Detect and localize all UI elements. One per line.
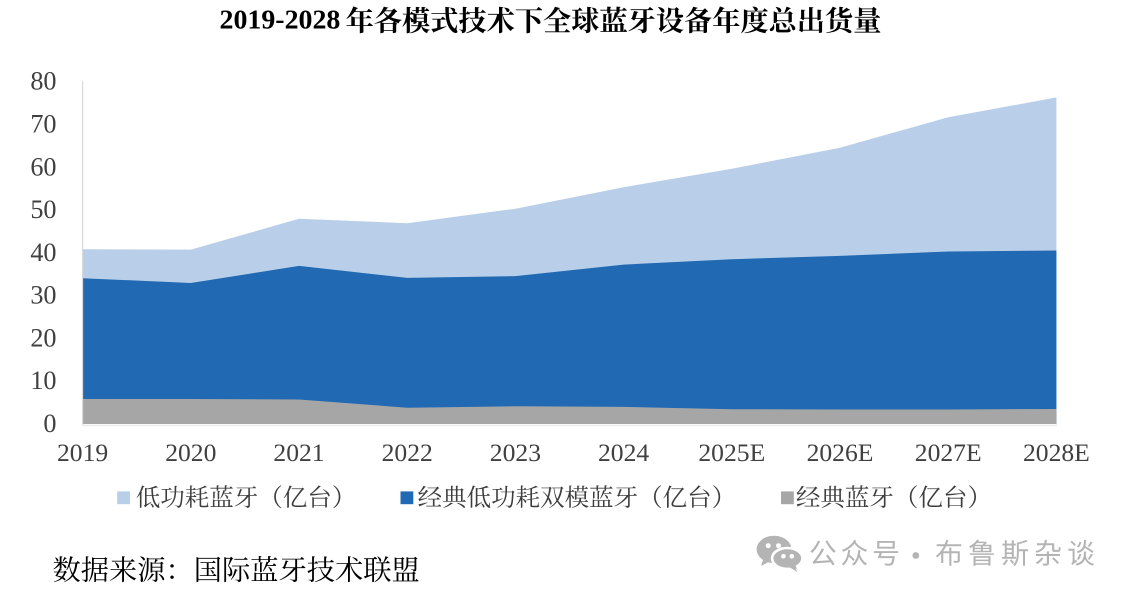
svg-text:2024: 2024 [598, 438, 649, 467]
svg-text:2019: 2019 [57, 438, 108, 467]
svg-text:0: 0 [43, 409, 56, 438]
svg-text:70: 70 [30, 110, 56, 139]
svg-text:2022: 2022 [382, 438, 433, 467]
svg-text:2019-2028: 2019-2028 [220, 5, 341, 36]
svg-text:2027E: 2027E [915, 438, 982, 467]
svg-text:10: 10 [30, 366, 56, 395]
svg-text:2023: 2023 [490, 438, 541, 467]
svg-text:2020: 2020 [165, 438, 216, 467]
svg-text:20: 20 [30, 323, 56, 352]
svg-text:60: 60 [30, 152, 56, 181]
svg-text:2026E: 2026E [807, 438, 874, 467]
svg-text:80: 80 [30, 67, 56, 96]
svg-text:2021: 2021 [273, 438, 324, 467]
svg-text:30: 30 [30, 281, 56, 310]
svg-text:40: 40 [30, 238, 56, 267]
svg-text:2025E: 2025E [698, 438, 765, 467]
svg-text:50: 50 [30, 195, 56, 224]
svg-text:2028E: 2028E [1023, 438, 1090, 467]
